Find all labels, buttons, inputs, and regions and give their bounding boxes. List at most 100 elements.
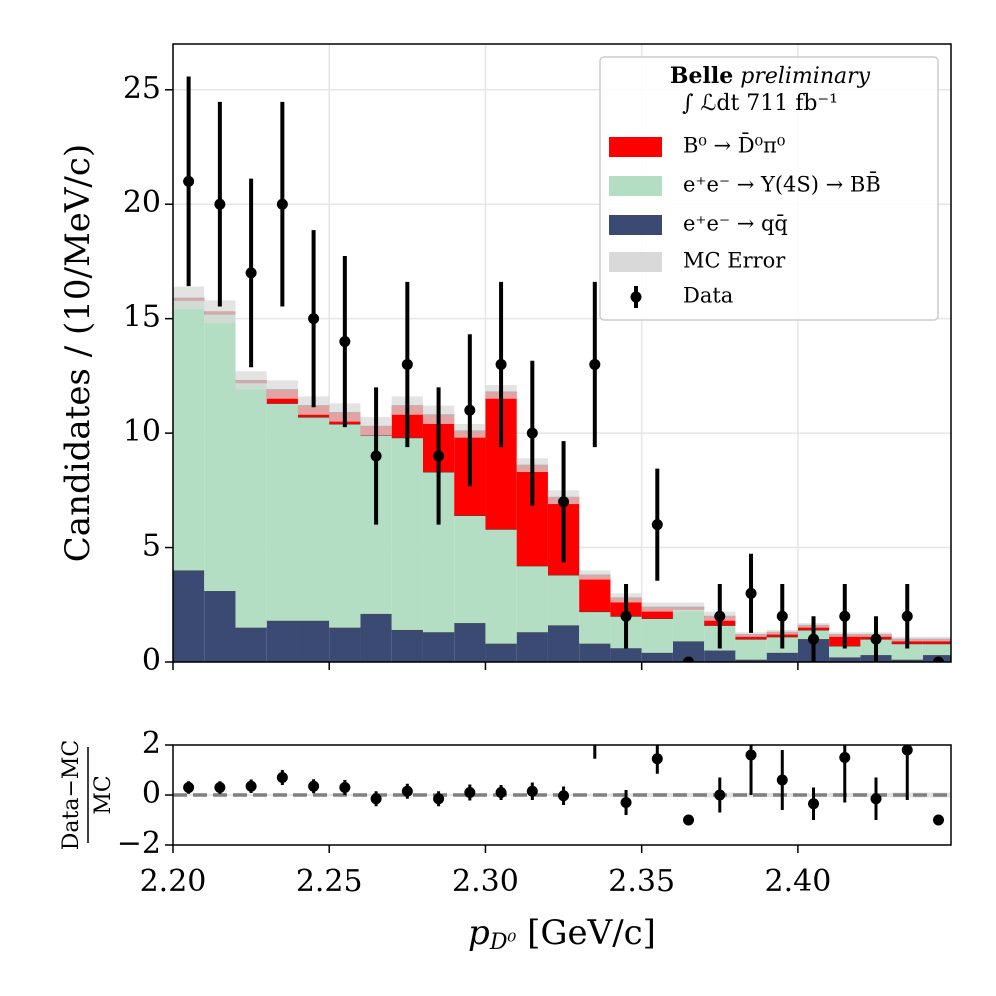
ratio-point [839,752,851,763]
legend-title-italic: preliminary [740,64,870,89]
legend: Belle preliminary ∫ ℒdt 711 fb⁻¹ B⁰ → D̄… [599,56,939,321]
legend-swatch [609,137,662,157]
data-point [495,358,507,370]
y-tick-label: 25 [123,71,161,106]
hist-segment [891,643,923,660]
legend-lumi: ∫ ℒdt 711 fb⁻¹ [682,91,838,116]
hist-segment [891,659,923,662]
x-label-symbol: p [468,913,490,953]
hist-segment [485,529,517,644]
ratio-point [776,774,788,786]
data-point [276,198,288,210]
y-tick-label: 0 [142,643,161,678]
hist-segment [735,639,767,660]
y-tick-label: 5 [142,529,161,564]
hist-segment [829,657,861,662]
y-tick-label: 0 [142,776,161,811]
hist-segment [204,314,236,592]
hist-segment [516,632,548,662]
data-point [683,656,695,662]
legend-marker [630,291,642,303]
x-tick-label: 2.35 [608,864,675,899]
legend-title-bold: Belle [670,63,733,89]
legend-label: e⁺e⁻ → Υ(4S) → BB̄ [683,172,881,197]
data-point [808,633,820,645]
hist-segment [173,300,205,571]
ratio-point [651,753,663,765]
hist-segment [422,632,455,662]
legend-swatch [609,176,662,196]
hist-segment [329,423,361,628]
ratio-point [245,780,257,792]
ratio-point [339,782,351,793]
x-tick-label: 2.40 [765,864,832,899]
data-point [433,450,445,462]
x-axis-label: pD⁰ [GeV/c] [468,913,656,955]
data-point [339,336,351,348]
ratio-y-numerator: Data−MC [59,740,84,851]
ratio-y-label: Data−MC MC [59,740,116,851]
legend-title: Belle preliminary [670,63,871,89]
hist-segment [266,620,298,662]
ratio-point [464,787,476,798]
data-point [933,656,945,662]
hist-segment [641,618,673,653]
y-tick-label: −2 [117,826,161,861]
ratio-point [620,797,632,808]
ratio-point [901,745,913,756]
ratio-point [433,793,445,805]
hist-segment [173,570,205,662]
y-axis-label: Candidates / (10/MeV/c) [58,144,98,562]
hist-segment [735,659,767,662]
main-plot [173,76,951,662]
data-point [620,610,632,622]
data-point [651,519,663,531]
x-label-unit: [GeV/c] [516,913,656,953]
x-tick-label: 2.30 [452,864,519,899]
hist-segment [297,620,330,662]
mc-error-band [735,632,767,637]
data-point [401,358,413,370]
data-point [776,610,788,622]
data-point [901,610,913,622]
mc-error-band [641,602,673,612]
hist-segment [204,591,236,662]
legend-swatch [609,215,662,235]
mc-error-band [579,570,611,580]
ratio-point [870,793,882,805]
y-tick-label: 2 [142,726,161,761]
axes: 0 5 10 15 20 25 2.20 2.25 2.30 2.35 2.40 −2 0 2 [117,71,832,899]
data-point [870,633,882,645]
data-point [183,175,195,187]
hist-segment [672,609,705,642]
hist-segment [579,643,611,662]
data-point [589,358,601,370]
hist-segment [547,575,580,626]
ratio-point [401,785,413,797]
ratio-point [495,787,507,798]
mc-error-band [672,602,705,612]
ratio-point [714,789,726,801]
mc-error-band [173,286,205,310]
ratio-point [683,814,695,826]
x-tick-label: 2.25 [296,864,363,899]
ratio-point [808,798,820,810]
legend-label: MC Error [683,249,786,273]
hist-segment [829,645,861,658]
ratio-plot [173,745,951,826]
data-point [308,313,320,325]
hist-segment [391,629,423,662]
legend-swatch [609,252,662,272]
hist-segment [391,437,423,630]
data-point [714,610,726,622]
ratio-point [214,782,226,793]
ratio-point [745,749,757,761]
data-point [464,404,476,416]
hist-segment [610,648,642,662]
hist-segment [547,625,580,662]
y-tick-label: 20 [123,185,161,220]
data-point [526,427,538,439]
hist-segment [704,650,736,662]
hist-segment [329,627,361,662]
hist-segment [641,607,673,619]
